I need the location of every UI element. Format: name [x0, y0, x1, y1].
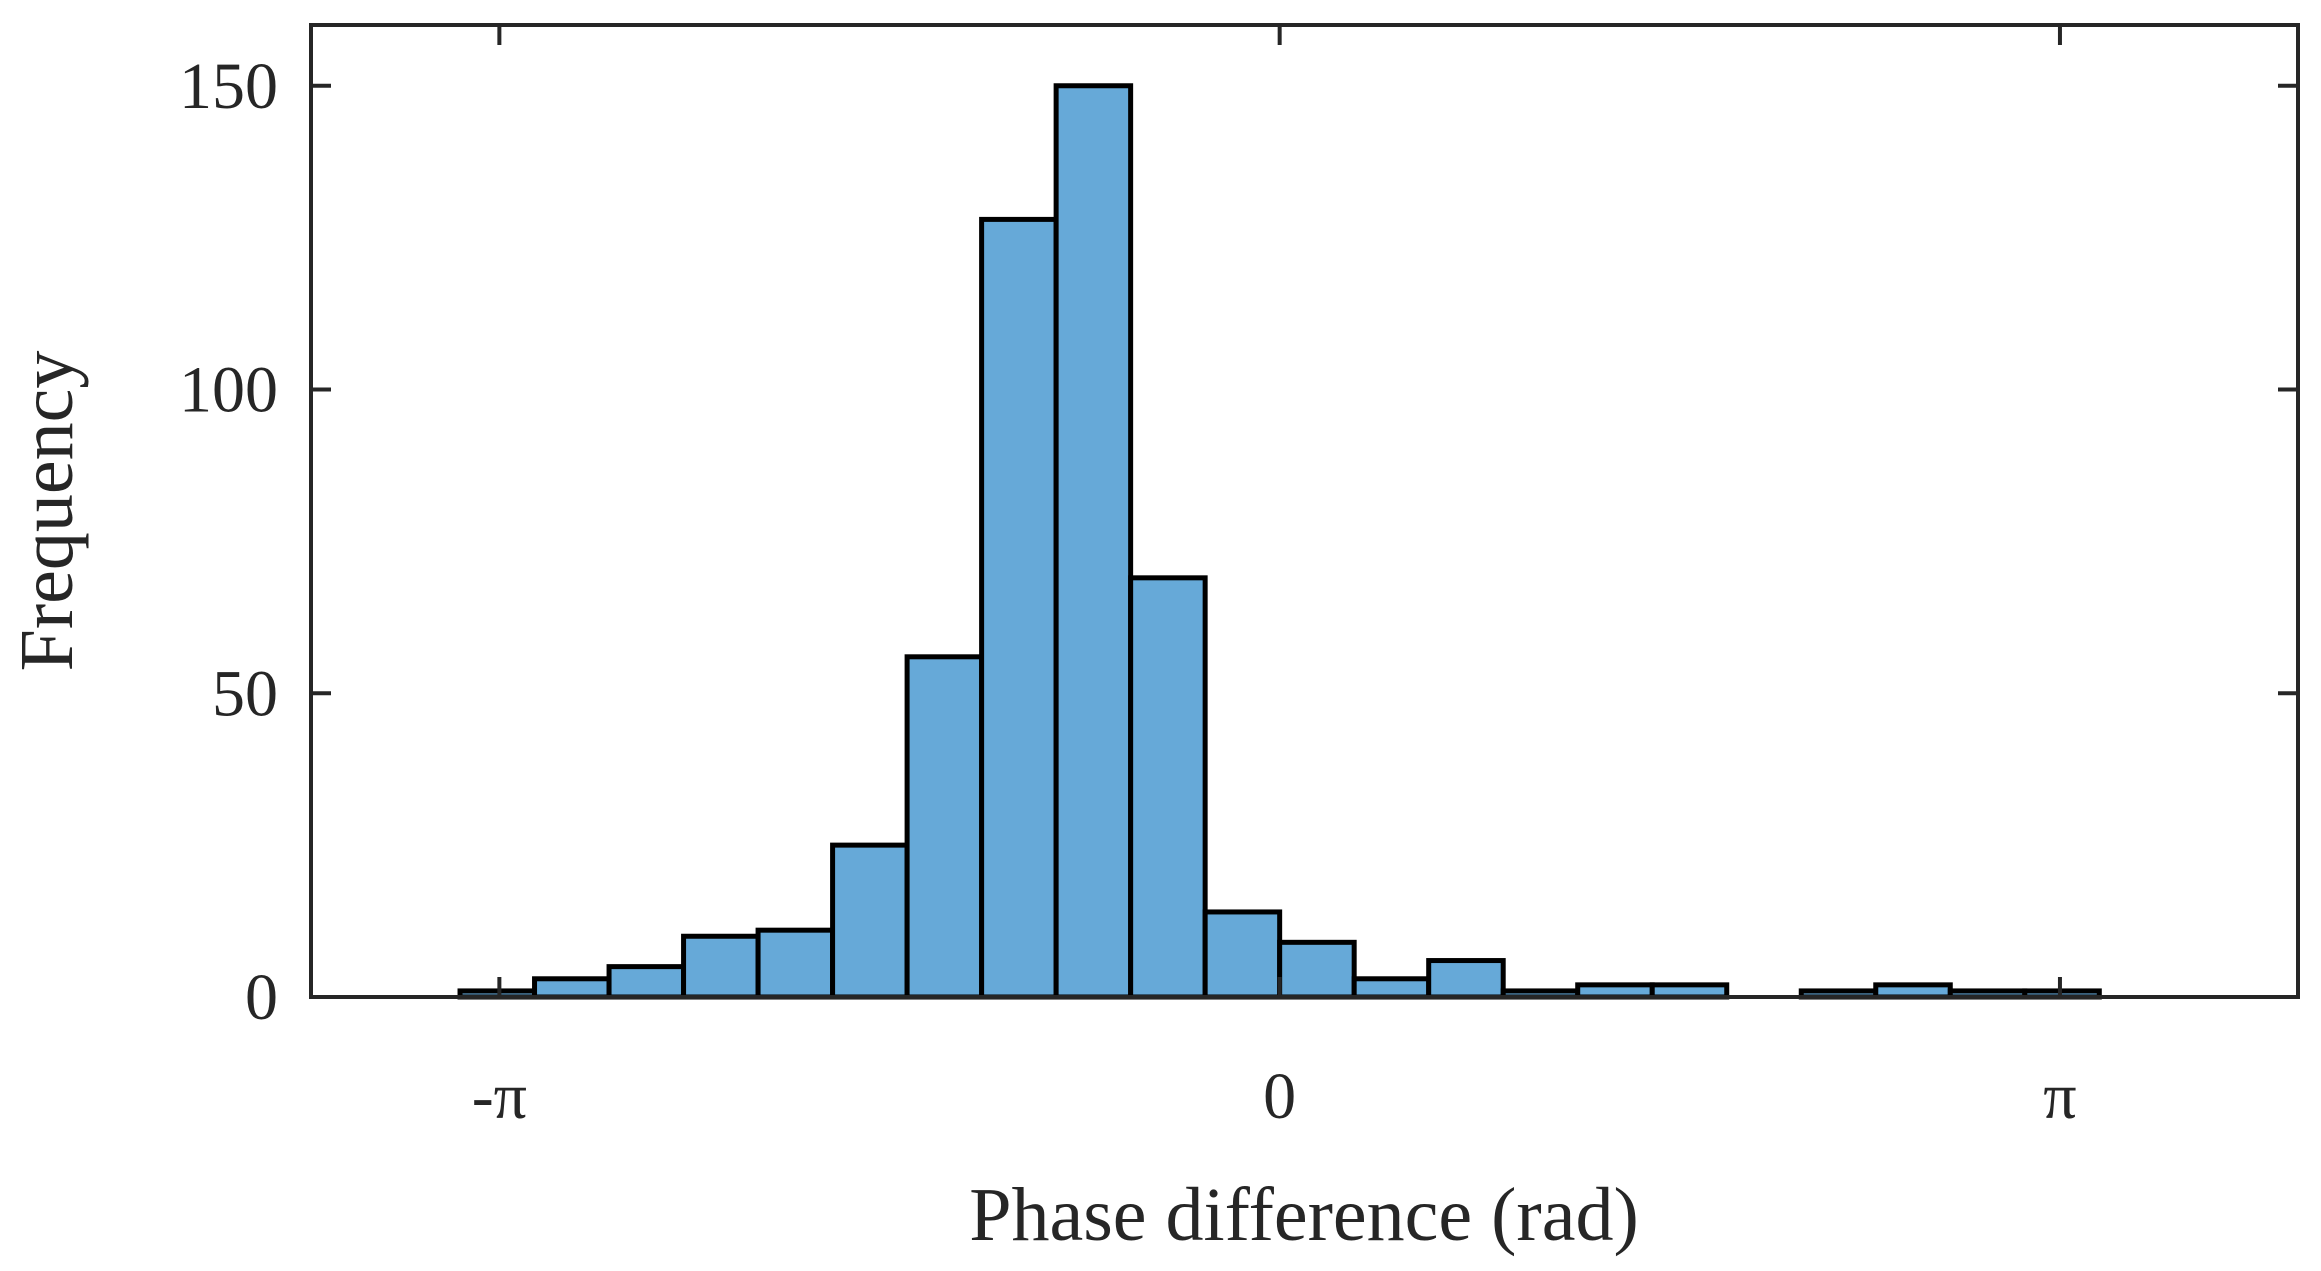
- bars-group: [457, 83, 2102, 1000]
- x-axis-label: Phase difference (rad): [969, 1173, 1639, 1257]
- histogram-bar: [979, 216, 1059, 1000]
- y-tick-label: 150: [179, 50, 278, 123]
- x-tick-label: -π: [472, 1060, 527, 1133]
- axes-frame: [309, 23, 2300, 999]
- y-tick-labels: 0 50 100 150: [179, 50, 278, 1034]
- x-tick-label: 0: [1263, 1060, 1296, 1133]
- histogram-bar: [830, 842, 910, 1000]
- histogram-bar: [1426, 958, 1506, 1000]
- histogram-bar: [1277, 939, 1357, 1000]
- x-tick-label: π: [2043, 1060, 2076, 1133]
- histogram-bar: [755, 927, 836, 1000]
- histogram-bar: [532, 976, 612, 1000]
- histogram-bar: [681, 933, 761, 1000]
- histogram-bar: [1128, 575, 1208, 1000]
- y-tick-label: 50: [212, 657, 278, 730]
- x-tick-labels: -π 0 π: [472, 1060, 2077, 1133]
- histogram-bar: [1053, 83, 1134, 1000]
- histogram-bar: [1351, 976, 1432, 1000]
- ticks-group: [311, 25, 2298, 999]
- y-tick-label: 100: [179, 354, 278, 427]
- histogram-bar: [904, 654, 985, 1000]
- y-axis-label: Frequency: [5, 351, 89, 672]
- y-tick-label: 0: [245, 961, 278, 1034]
- histogram-bar: [606, 964, 687, 1000]
- histogram-bar: [1202, 909, 1283, 1000]
